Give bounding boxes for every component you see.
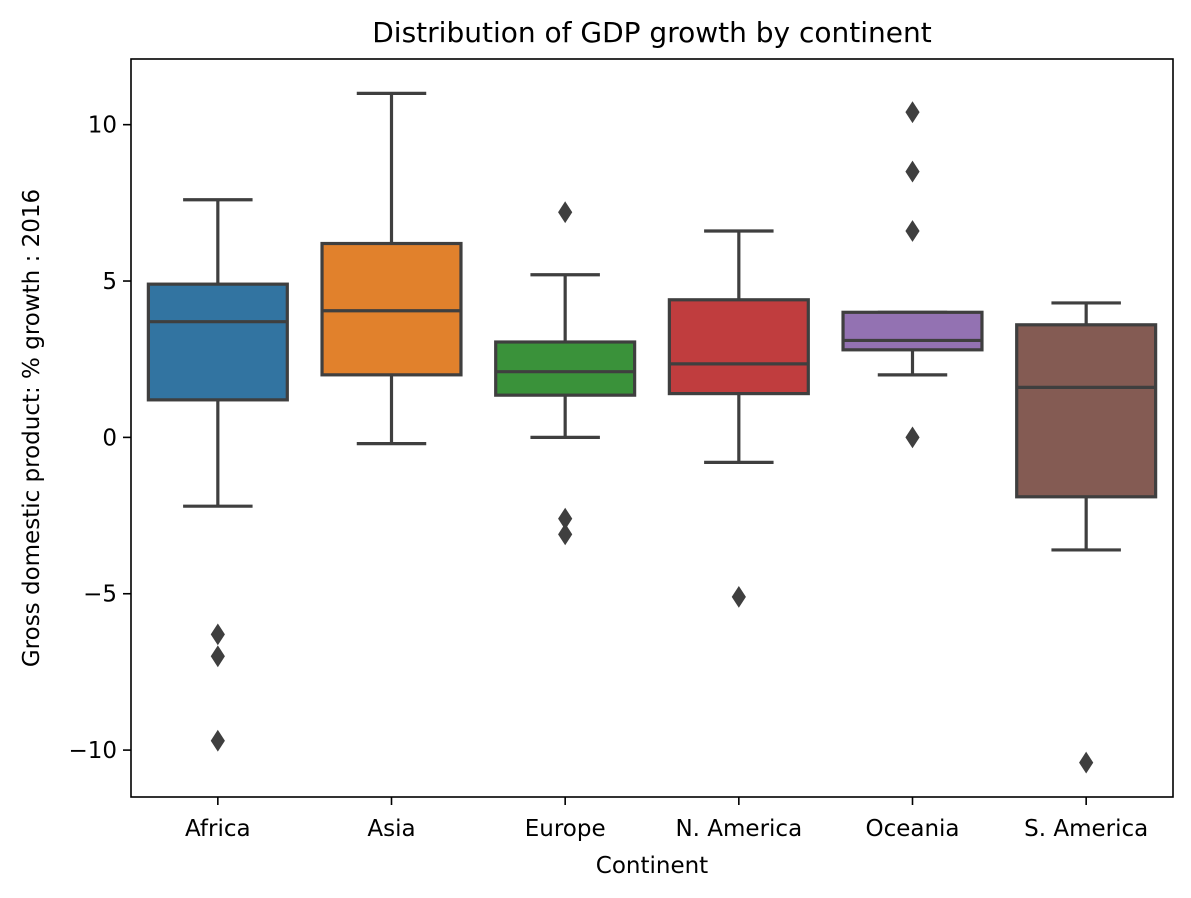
y-tick-label: −10 (68, 738, 117, 764)
x-tick-label: Asia (367, 816, 415, 842)
box-europe (494, 340, 637, 397)
plot-frame (130, 58, 1174, 798)
outlier-point-oceania (905, 160, 920, 183)
x-tick-label: Africa (185, 816, 251, 842)
plot-area (146, 91, 1158, 774)
box-n-america (667, 298, 810, 396)
outlier-point-oceania (905, 101, 920, 124)
x-tick-label: Europe (525, 816, 606, 842)
outlier-point-europe (558, 201, 573, 224)
outlier-point-africa (210, 623, 225, 646)
outlier-point-europe (558, 523, 573, 546)
outlier-point-s-america (1079, 751, 1094, 774)
box-group-s-america (1015, 301, 1158, 774)
x-tick-label: N. America (675, 816, 802, 842)
box-oceania (841, 310, 984, 352)
box-africa (146, 282, 289, 402)
outlier-point-n-america (731, 585, 746, 608)
x-tick-label: S. America (1024, 816, 1148, 842)
y-tick-label: −5 (83, 582, 117, 608)
y-axis-title: Gross domestic product: % growth : 2016 (19, 189, 45, 667)
box-group-africa (146, 198, 289, 752)
outlier-point-africa (210, 645, 225, 668)
x-tick-label: Oceania (865, 816, 959, 842)
y-tick-label: 10 (88, 113, 117, 139)
box-group-asia (320, 91, 463, 446)
outlier-point-oceania (905, 220, 920, 242)
outlier-point-africa (210, 729, 225, 752)
x-axis-ticks: Africa Asia Europe N. America Oceania S. Amer… (185, 797, 1148, 842)
box-group-n-america (667, 229, 810, 608)
box-s-america (1015, 323, 1158, 499)
outlier-point-oceania (905, 426, 920, 449)
y-axis-ticks: 10 5 0 −5 −10 (68, 113, 131, 764)
box-group-europe (494, 201, 637, 546)
x-axis-title: Continent (596, 853, 708, 879)
box-group-oceania (841, 101, 984, 449)
y-tick-label: 0 (102, 425, 117, 451)
chart-title: Distribution of GDP growth by continent (372, 16, 932, 49)
y-tick-label: 5 (102, 269, 117, 295)
